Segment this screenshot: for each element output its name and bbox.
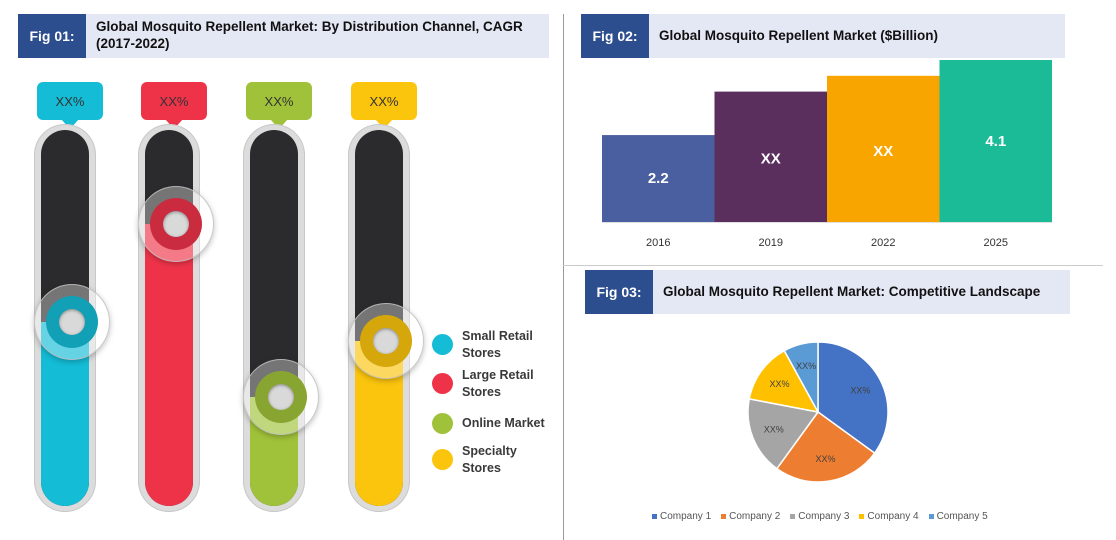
legend-label: Company 3 bbox=[798, 511, 850, 522]
legend-item-company3: Company 3 bbox=[790, 511, 849, 522]
bar-value-label: 2.2 bbox=[648, 170, 669, 187]
fig2-bar-chart: 2.2 2016 XX 2019 XX 2022 4.1 2025 bbox=[602, 60, 1052, 249]
legend-item-specialty: Specialty Stores bbox=[432, 443, 557, 477]
fig3-title: Global Mosquito Repellent Market: Compet… bbox=[663, 283, 1041, 299]
legend-label: Small Retail Stores bbox=[462, 329, 533, 360]
x-tick-label: 2025 bbox=[984, 237, 1008, 249]
fig2-tag: Fig 02: bbox=[581, 14, 649, 58]
gauge-knob bbox=[46, 295, 98, 348]
legend-swatch bbox=[790, 514, 796, 519]
vertical-divider bbox=[563, 14, 564, 540]
gauge-knob-center bbox=[59, 308, 85, 335]
pie-slice-label: XX% bbox=[796, 361, 816, 371]
bar-value-label: XX bbox=[873, 143, 893, 160]
pie-slice-label: XX% bbox=[769, 379, 789, 389]
legend-label: Company 5 bbox=[936, 511, 988, 522]
pie-slice-label: XX% bbox=[850, 385, 870, 395]
legend-label: Company 2 bbox=[729, 511, 781, 522]
legend-item-large-retail: Large Retail Stores bbox=[432, 367, 557, 401]
legend-swatch bbox=[652, 514, 657, 519]
legend-item-small-retail: Small Retail Stores bbox=[432, 328, 557, 362]
legend-swatch bbox=[859, 514, 865, 519]
pie-slice-company-2 bbox=[775, 410, 876, 483]
bar-value-label: 4.1 bbox=[985, 133, 1006, 150]
pie-slice-label: XX% bbox=[815, 454, 835, 464]
pie-slice-company-1 bbox=[817, 341, 889, 455]
legend-dot bbox=[432, 373, 453, 395]
gauge-knob bbox=[360, 314, 412, 367]
fig3-legend: Company 1 Company 2 Company 3 Company 4 … bbox=[652, 511, 988, 522]
gauge-knob-center bbox=[373, 327, 399, 354]
gauge-knob bbox=[255, 370, 307, 423]
pie-slice-company-3 bbox=[747, 398, 820, 470]
legend-label: Online Market bbox=[462, 416, 545, 431]
legend-label: Company 1 bbox=[660, 511, 712, 522]
fig2-header: Fig 02: Global Mosquito Repellent Market… bbox=[581, 14, 1065, 58]
legend-swatch bbox=[928, 514, 934, 519]
fig1-tag: Fig 01: bbox=[18, 14, 86, 58]
bar-2016 bbox=[602, 135, 715, 222]
gauge-knob-center bbox=[268, 383, 294, 410]
legend-dot bbox=[432, 334, 453, 356]
legend-label: Large Retail Stores bbox=[462, 368, 534, 399]
legend-item-company2: Company 2 bbox=[721, 511, 780, 522]
pie-slice-label: XX% bbox=[764, 425, 784, 435]
bar-2019 bbox=[714, 91, 827, 222]
legend-dot bbox=[432, 449, 453, 471]
pie-slice-company-4 bbox=[748, 349, 820, 414]
x-tick-label: 2016 bbox=[646, 237, 670, 249]
bar-2025 bbox=[939, 60, 1052, 222]
fig1-header: Fig 01: Global Mosquito Repellent Market… bbox=[18, 14, 549, 58]
bar-2022 bbox=[827, 75, 940, 223]
bar-value-label: XX bbox=[761, 150, 781, 167]
fig3-header: Fig 03: Global Mosquito Repellent Market… bbox=[585, 270, 1070, 314]
x-tick-label: 2022 bbox=[871, 237, 895, 249]
fig1-title: Global Mosquito Repellent Market: By Dis… bbox=[96, 19, 523, 51]
horizontal-divider bbox=[563, 265, 1103, 266]
gauge-knob-center bbox=[163, 211, 189, 237]
legend-label: Company 4 bbox=[867, 511, 919, 522]
legend-item-company1: Company 1 bbox=[652, 511, 711, 522]
legend-item-company5: Company 5 bbox=[928, 511, 988, 522]
legend-item-online: Online Market bbox=[432, 413, 557, 434]
gauge-fill bbox=[145, 224, 193, 506]
fig3-tag: Fig 03: bbox=[585, 270, 653, 314]
legend-label: Specialty Stores bbox=[462, 444, 517, 475]
legend-dot bbox=[432, 413, 453, 434]
gauge-knob bbox=[150, 198, 202, 250]
x-tick-label: 2019 bbox=[759, 237, 783, 249]
legend-item-company4: Company 4 bbox=[859, 511, 919, 522]
pie-slice-company-5 bbox=[783, 341, 819, 413]
fig2-title: Global Mosquito Repellent Market ($Billi… bbox=[659, 27, 939, 43]
legend-swatch bbox=[721, 514, 727, 519]
gauge-value-label: XX% bbox=[351, 82, 417, 129]
gauge-value-label: XX% bbox=[246, 82, 312, 129]
